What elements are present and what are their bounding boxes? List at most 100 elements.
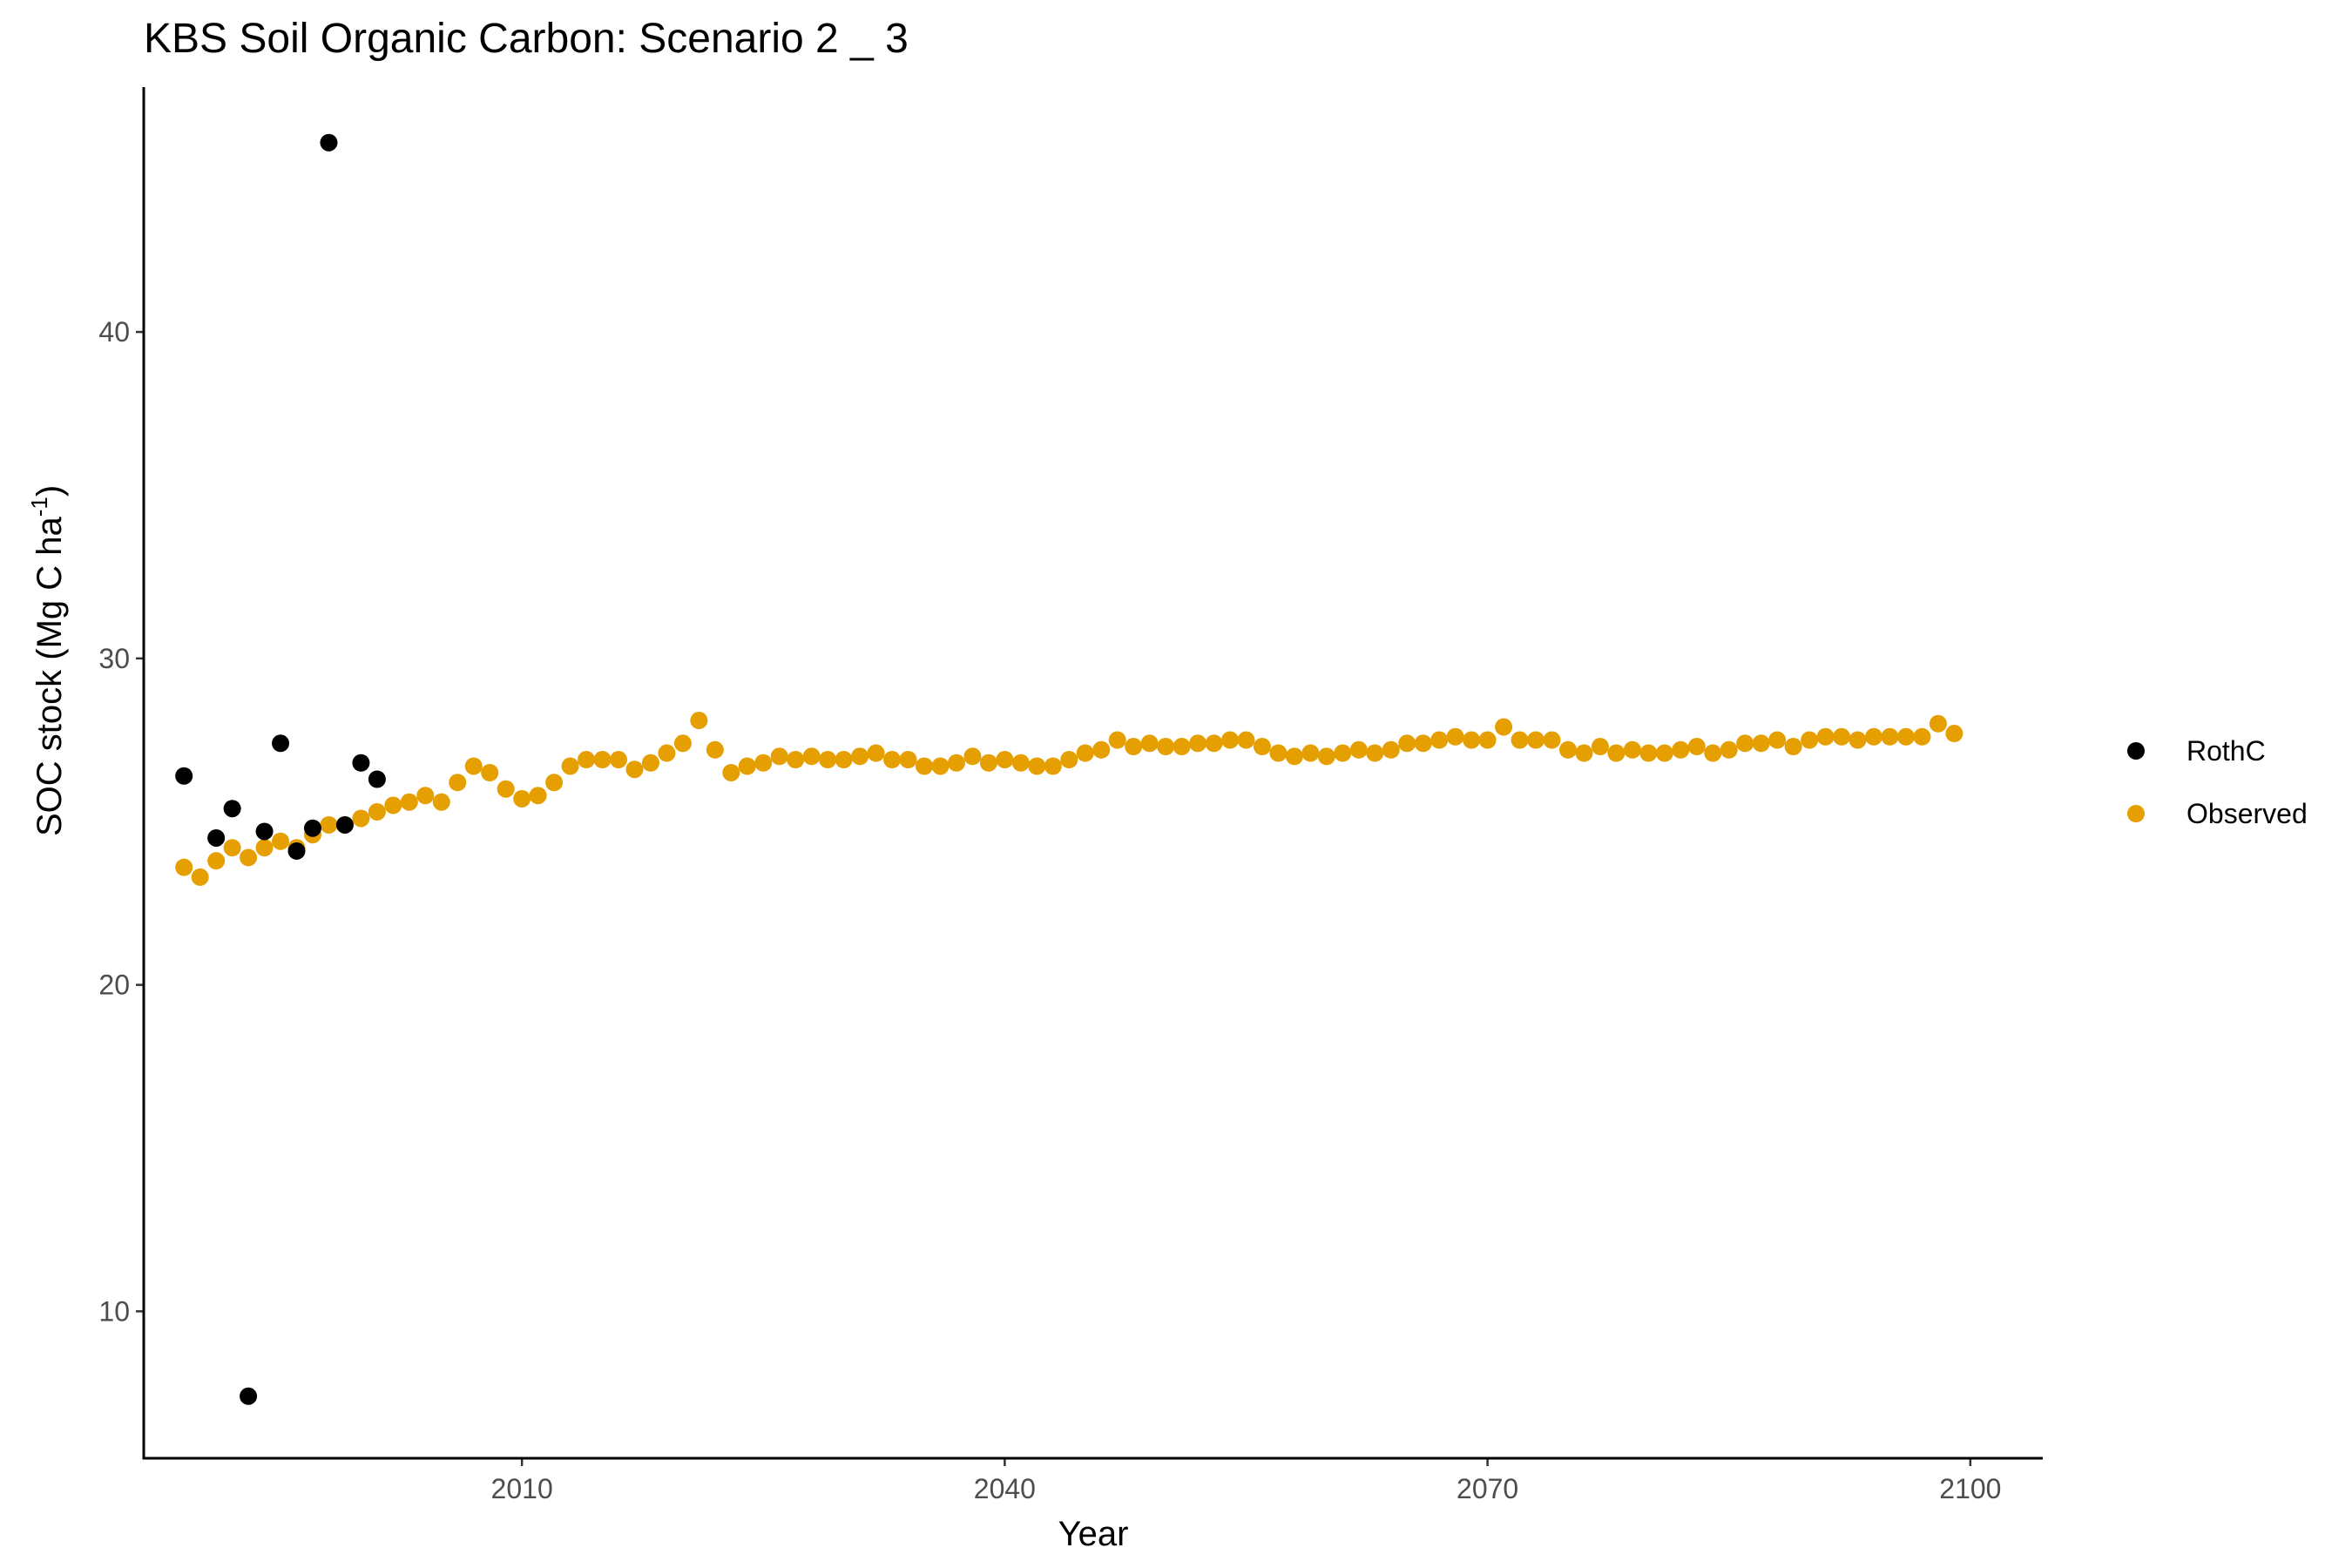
y-tick-label: 30 xyxy=(98,643,130,674)
data-point-observed xyxy=(1881,727,1899,746)
data-point-observed xyxy=(1221,731,1240,749)
data-point-observed xyxy=(1446,727,1464,746)
data-point-observed xyxy=(1140,734,1159,753)
data-point-observed xyxy=(1382,740,1400,759)
x-axis-title: Year xyxy=(1058,1515,1129,1553)
data-point-rothc xyxy=(352,754,370,772)
y-axis-title-suffix: ) xyxy=(30,485,69,497)
data-point-observed xyxy=(867,744,885,762)
data-point-observed xyxy=(1639,744,1658,762)
data-point-observed xyxy=(1929,714,1947,733)
data-point-observed xyxy=(1060,751,1078,769)
data-point-observed xyxy=(706,740,724,759)
data-point-observed xyxy=(1945,725,1963,743)
data-point-observed xyxy=(1495,718,1513,736)
data-point-observed xyxy=(770,747,788,766)
x-tick-label: 2070 xyxy=(1456,1473,1518,1504)
legend-key-rothc xyxy=(2127,742,2145,760)
data-point-observed xyxy=(578,751,596,769)
legend: RothC Observed xyxy=(2127,735,2308,829)
data-point-observed xyxy=(1028,757,1046,775)
legend-label-rothc: RothC xyxy=(2186,735,2266,767)
data-point-rothc xyxy=(255,822,274,841)
data-point-observed xyxy=(787,751,805,769)
data-point-observed xyxy=(1092,740,1111,759)
data-point-observed xyxy=(320,815,338,834)
data-point-rothc xyxy=(287,841,306,860)
data-point-observed xyxy=(1527,731,1545,749)
data-point-rothc xyxy=(223,800,241,818)
series-rothc xyxy=(175,133,386,1405)
data-point-observed xyxy=(529,787,547,805)
data-point-rothc xyxy=(240,1387,258,1405)
data-point-observed xyxy=(1430,731,1449,749)
data-point-observed xyxy=(1511,731,1529,749)
data-point-observed xyxy=(1704,744,1722,762)
x-axis-ticks: 2010 2040 2070 2100 xyxy=(491,1458,2001,1504)
data-point-observed xyxy=(1623,740,1641,759)
data-point-observed xyxy=(1913,727,1931,746)
data-point-observed xyxy=(1655,744,1673,762)
data-point-observed xyxy=(1801,731,1819,749)
data-point-observed xyxy=(1816,727,1835,746)
y-tick-label: 10 xyxy=(98,1295,130,1327)
data-point-observed xyxy=(835,751,853,769)
data-point-observed xyxy=(947,754,965,772)
data-point-observed xyxy=(1366,744,1384,762)
data-point-observed xyxy=(1076,744,1094,762)
data-point-observed xyxy=(593,751,612,769)
data-point-observed xyxy=(673,734,692,753)
data-point-observed xyxy=(1011,754,1030,772)
data-point-observed xyxy=(481,764,499,781)
data-point-observed xyxy=(722,764,740,781)
data-point-observed xyxy=(1125,738,1143,756)
data-point-observed xyxy=(1478,731,1497,749)
data-point-observed xyxy=(625,760,644,779)
data-point-rothc xyxy=(175,767,193,785)
data-point-observed xyxy=(207,852,226,870)
data-point-observed xyxy=(513,789,531,808)
data-point-observed xyxy=(1349,740,1368,759)
data-point-observed xyxy=(1269,744,1288,762)
data-point-observed xyxy=(610,751,627,769)
data-point-observed xyxy=(802,747,821,766)
data-point-observed xyxy=(1833,727,1851,746)
data-point-observed xyxy=(899,751,917,769)
data-point-observed xyxy=(738,757,756,775)
data-point-observed xyxy=(1736,734,1754,753)
data-point-observed xyxy=(1720,740,1738,759)
chart-title: KBS Soil Organic Carbon: Scenario 2 _ 3 xyxy=(144,16,909,62)
data-point-observed xyxy=(497,780,515,798)
y-axis-ticks: 10 20 30 40 xyxy=(98,316,144,1327)
data-point-observed xyxy=(1044,757,1062,775)
data-point-observed xyxy=(1784,738,1802,756)
data-point-observed xyxy=(1108,731,1126,749)
y-axis-title: SOC stock (Mg C ha-1) xyxy=(26,485,69,836)
data-point-observed xyxy=(1591,738,1609,756)
x-tick-label: 2010 xyxy=(491,1473,553,1504)
legend-label-observed: Observed xyxy=(2186,798,2308,829)
data-point-observed xyxy=(1301,744,1320,762)
x-tick-label: 2040 xyxy=(974,1473,1036,1504)
data-point-observed xyxy=(1575,744,1593,762)
data-point-observed xyxy=(1157,738,1175,756)
data-point-observed xyxy=(1205,734,1223,753)
data-point-observed xyxy=(1607,744,1625,762)
data-point-observed xyxy=(1687,738,1706,756)
data-point-observed xyxy=(641,754,659,772)
data-point-observed xyxy=(240,848,258,867)
x-tick-label: 2100 xyxy=(1939,1473,2001,1504)
data-point-observed xyxy=(1752,734,1770,753)
data-point-observed xyxy=(979,754,997,772)
data-point-rothc xyxy=(320,133,338,152)
y-axis-title-main: SOC stock (Mg C ha xyxy=(30,516,69,836)
data-point-observed xyxy=(1543,731,1561,749)
data-point-observed xyxy=(175,858,193,876)
data-point-observed xyxy=(658,744,676,762)
data-point-observed xyxy=(1317,747,1335,766)
data-point-observed xyxy=(851,747,869,766)
data-point-observed xyxy=(464,757,483,775)
data-point-observed xyxy=(416,787,435,805)
data-point-observed xyxy=(1237,731,1255,749)
y-tick-label: 20 xyxy=(98,970,130,1001)
